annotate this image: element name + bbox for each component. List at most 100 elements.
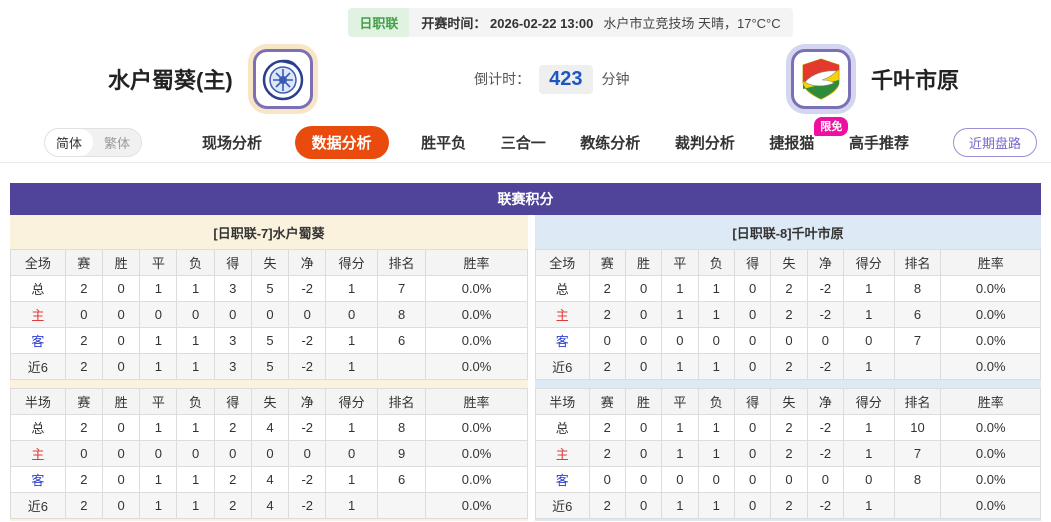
home-team-logo: [252, 49, 313, 109]
stat-cell: 0: [624, 492, 663, 519]
stat-cell: 0: [102, 466, 141, 493]
column-header: 胜率: [940, 388, 1041, 415]
stat-cell: 1: [325, 353, 379, 380]
stat-cell: 1: [325, 327, 379, 354]
stat-cell: 0.0%: [940, 301, 1041, 328]
panel-gap: [535, 380, 1041, 388]
stat-cell: 1: [139, 414, 178, 441]
column-header: 负: [697, 388, 735, 415]
stat-cell: -2: [288, 492, 327, 519]
top-info-bar-wrap: 日职联 开赛时间： 2026-02-22 13:00 水户市立竞技场 天晴，17…: [0, 0, 1051, 37]
stat-cell: 2: [770, 492, 808, 519]
tab-live-analysis[interactable]: 现场分析: [202, 135, 263, 152]
stat-cell: 2: [64, 353, 104, 380]
stat-cell: 1: [661, 353, 699, 380]
away-team-name: 千叶市原: [870, 68, 959, 93]
panel-gap: [10, 380, 528, 388]
tab-win-draw-lose[interactable]: 胜平负: [421, 135, 467, 152]
match-info-bar: 日职联 开赛时间： 2026-02-22 13:00 水户市立竞技场 天晴，17…: [348, 8, 793, 37]
stat-cell: 0.0%: [940, 353, 1041, 380]
stat-cell: 2: [64, 466, 104, 493]
home-panel-subtitle: [日职联-7]水户蜀葵: [213, 226, 325, 241]
stat-cell: 0: [661, 327, 699, 354]
stat-cell: 0: [325, 440, 379, 467]
stat-cell: 0: [733, 492, 772, 519]
stat-cell: 3: [213, 327, 252, 354]
table-row: 客 2 0 1 1 2 4 -2 1 6 0.0%: [10, 466, 528, 493]
countdown: 倒计时： 423 分钟: [313, 64, 791, 94]
stat-cell: 10: [893, 414, 942, 441]
table-header-row: 半场赛胜平负得失净得分 排名 胜率: [10, 388, 528, 415]
column-header: 胜: [624, 249, 663, 276]
venue-weather: 水户市立竞技场 天晴，17°C°C: [603, 16, 781, 31]
tab-coach-analysis[interactable]: 教练分析: [580, 135, 641, 152]
stat-cell: 2: [770, 301, 808, 328]
stat-cell: -2: [806, 492, 845, 519]
column-header: 胜率: [425, 249, 528, 276]
mito-hollyhock-crest-icon: [262, 59, 303, 101]
stat-cell: 1: [661, 440, 699, 467]
stat-cell: 1: [843, 353, 895, 380]
column-header: 赛: [64, 388, 104, 415]
stat-cell: 5: [250, 327, 290, 354]
lang-simplified-button[interactable]: 简体: [45, 129, 94, 156]
stat-cell: 0.0%: [940, 466, 1041, 493]
tab-data-analysis[interactable]: 数据分析: [294, 126, 389, 159]
stat-cell: 0: [213, 440, 252, 467]
stat-cell: 1: [843, 275, 895, 302]
row-label: 主: [535, 440, 590, 467]
column-header: 胜率: [425, 388, 528, 415]
stat-cell: 1: [176, 353, 215, 380]
stat-cell: 0: [64, 301, 104, 328]
table-row: 主 0 0 0 0 0 0 0 0 8 0.0%: [10, 301, 528, 328]
stat-cell: -2: [288, 466, 327, 493]
stat-cell: 0: [64, 440, 104, 467]
table-row: 主 2 0 1 1 0 2 -2 1 6 0.0%: [535, 301, 1041, 328]
stat-cell: -2: [288, 327, 327, 354]
away-panel-subtitle: [日职联-8]千叶市原: [732, 226, 844, 241]
column-header: 失: [770, 388, 808, 415]
away-team-logo: [790, 49, 851, 109]
tab-expert-recommend[interactable]: 高手推荐: [848, 135, 909, 152]
stat-cell: 0: [843, 466, 895, 493]
jef-united-crest-icon: [802, 58, 840, 100]
stat-cell: 1: [697, 440, 735, 467]
column-header: 全场: [535, 249, 590, 276]
column-header: 失: [770, 249, 808, 276]
stat-cell: 1: [697, 275, 735, 302]
stat-cell: 2: [770, 275, 808, 302]
stat-cell: -2: [806, 414, 845, 441]
stat-cell: 0.0%: [425, 275, 528, 302]
stat-cell: 0: [624, 327, 663, 354]
stat-cell: 0.0%: [425, 353, 528, 380]
column-header: 净: [806, 388, 845, 415]
stat-cell: 0: [250, 301, 290, 328]
stat-cell: 1: [661, 301, 699, 328]
home-halftime-table: 半场赛胜平负得失净得分 排名 胜率总 2 0 1 1 2 4 -2 1 8 0.0% 主 0 0 0 0 0 0 0 0 9…: [10, 388, 528, 519]
stat-cell: 1: [843, 414, 895, 441]
lang-traditional-button[interactable]: 繁体: [104, 136, 131, 151]
stat-cell: 9: [377, 440, 427, 467]
countdown-value: 423: [539, 64, 593, 94]
stat-cell: 0: [770, 327, 808, 354]
stat-cell: 0.0%: [425, 414, 528, 441]
stat-cell: 2: [770, 353, 808, 380]
stat-cell: 0.0%: [425, 492, 528, 519]
stat-cell: 2: [213, 466, 252, 493]
stat-cell: 4: [250, 492, 290, 519]
row-label: 客: [535, 466, 590, 493]
column-header: 得: [733, 388, 772, 415]
recent-handicap-button[interactable]: 近期盘路: [952, 128, 1037, 157]
table-row: 主 2 0 1 1 0 2 -2 1 7 0.0%: [535, 440, 1041, 467]
table-row: 总 2 0 1 1 0 2 -2 1 8 0.0%: [535, 275, 1041, 302]
tab-three-in-one[interactable]: 三合一: [500, 135, 546, 152]
stat-cell: 1: [661, 414, 699, 441]
stat-cell: 0: [102, 327, 141, 354]
stat-cell: 3: [213, 275, 252, 302]
stat-cell: 0: [325, 301, 379, 328]
stat-cell: 0.0%: [940, 414, 1041, 441]
stat-cell: 1: [176, 327, 215, 354]
tab-jiebaocat[interactable]: 捷报猫 限免: [767, 117, 849, 159]
tab-referee-analysis[interactable]: 裁判分析: [674, 135, 735, 152]
stat-cell: -2: [806, 275, 845, 302]
